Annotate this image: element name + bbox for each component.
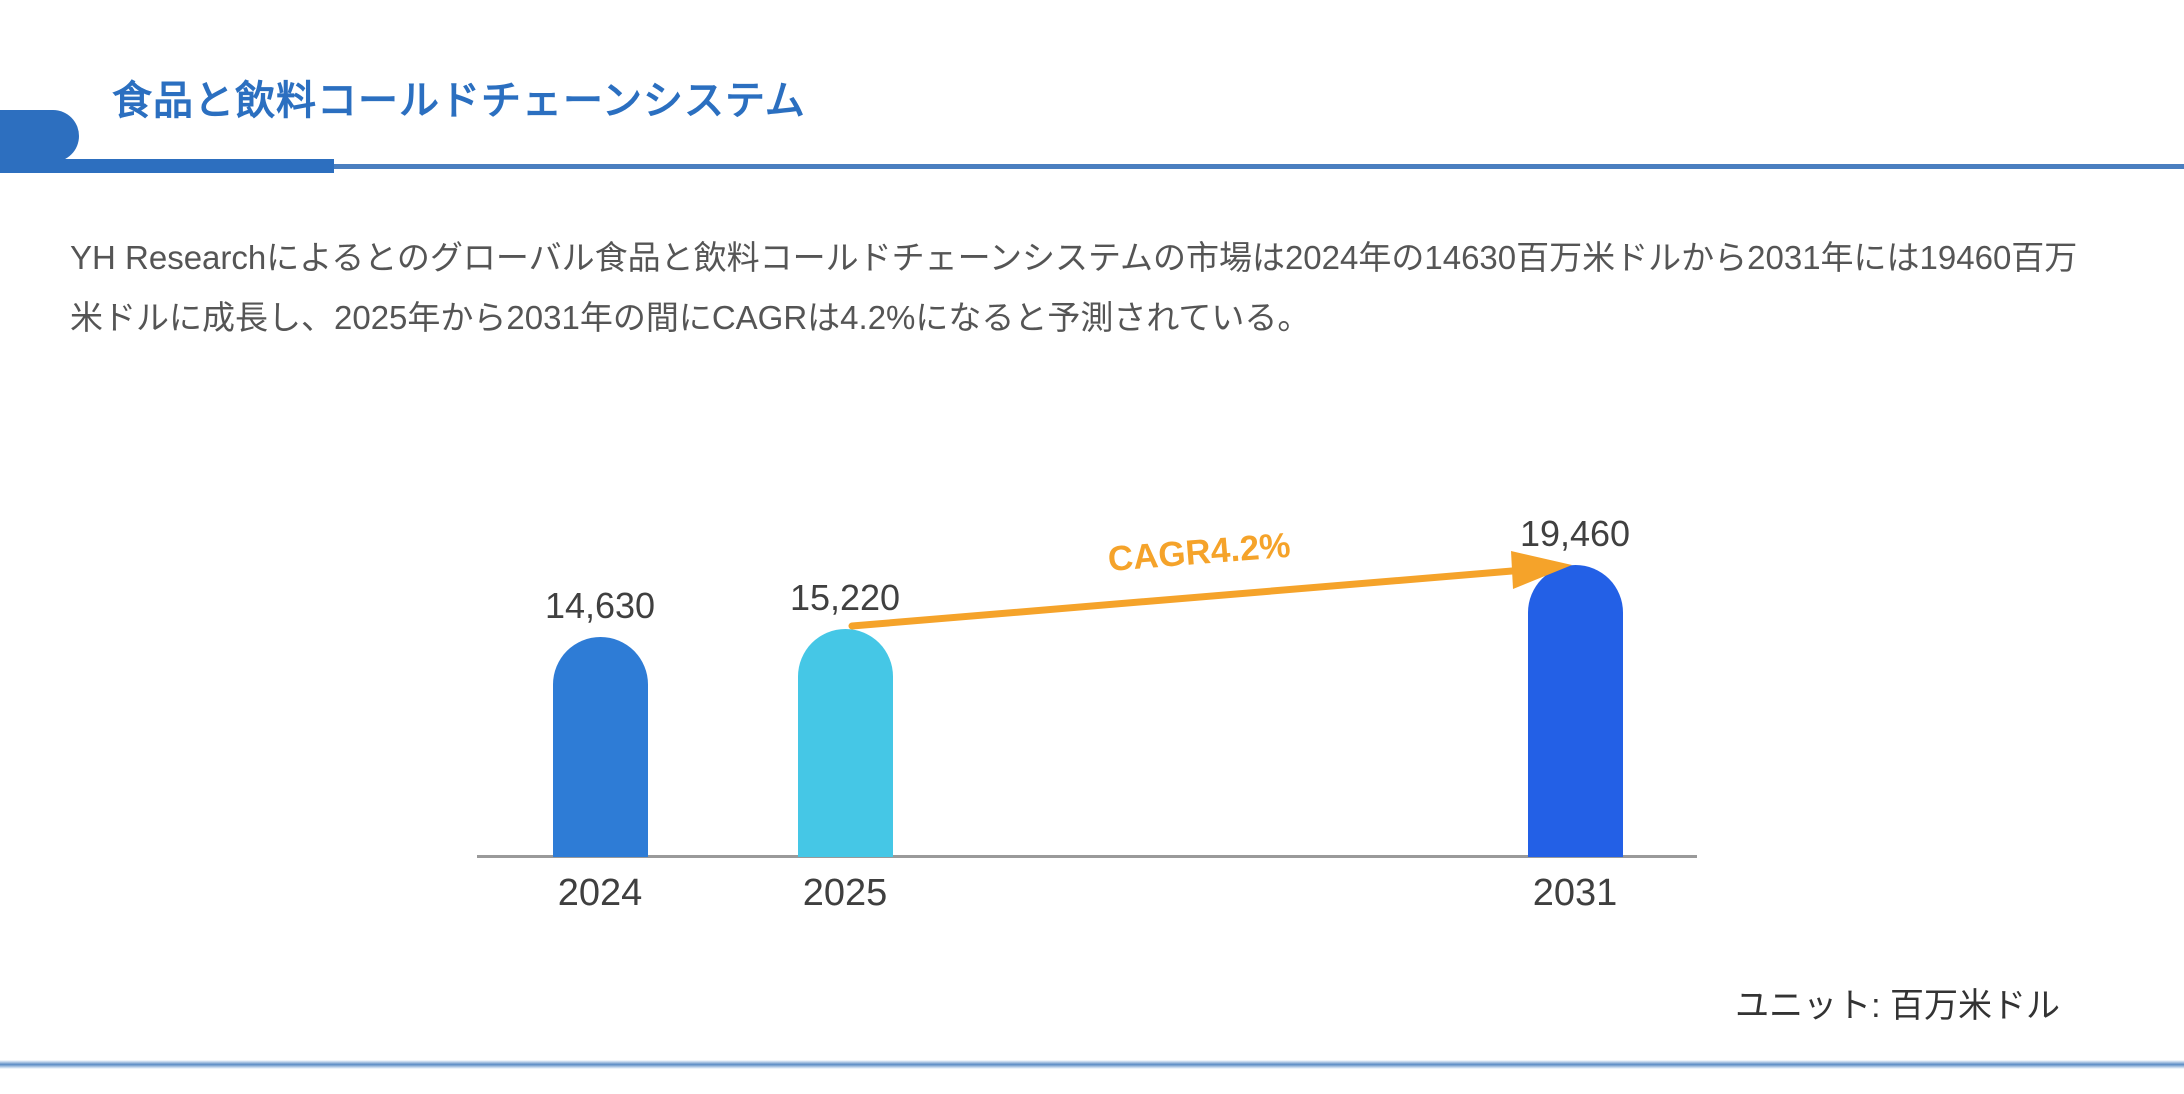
summary-paragraph: YH Researchによるとのグローバル食品と飲料コールドチェーンシステムの市… — [70, 239, 2078, 336]
bar-2024 — [552, 637, 648, 857]
value-label-2031: 19,460 — [1519, 513, 1631, 554]
x-tick-2031: 2031 — [1532, 872, 1618, 914]
x-axis-line — [477, 855, 1697, 858]
header-tab-shape — [0, 110, 79, 162]
bottom-divider — [0, 1060, 2184, 1069]
value-label-2025: 15,220 — [789, 577, 901, 618]
cagr-arrow-line — [848, 566, 1528, 630]
x-tick-2024: 2024 — [557, 872, 643, 914]
bar-2031 — [1527, 565, 1623, 857]
header-rule-thin — [334, 164, 2184, 169]
header-rule-thick — [0, 159, 334, 173]
page-title: 食品と飲料コールドチェーンシステム — [112, 79, 806, 123]
unit-label: ユニット: 百万米ドル — [1735, 987, 2060, 1025]
cagr-label: CAGR4.2% — [1106, 525, 1292, 579]
bar-2025 — [797, 629, 893, 857]
value-label-2024: 14,630 — [544, 585, 656, 626]
x-tick-2025: 2025 — [802, 872, 888, 914]
